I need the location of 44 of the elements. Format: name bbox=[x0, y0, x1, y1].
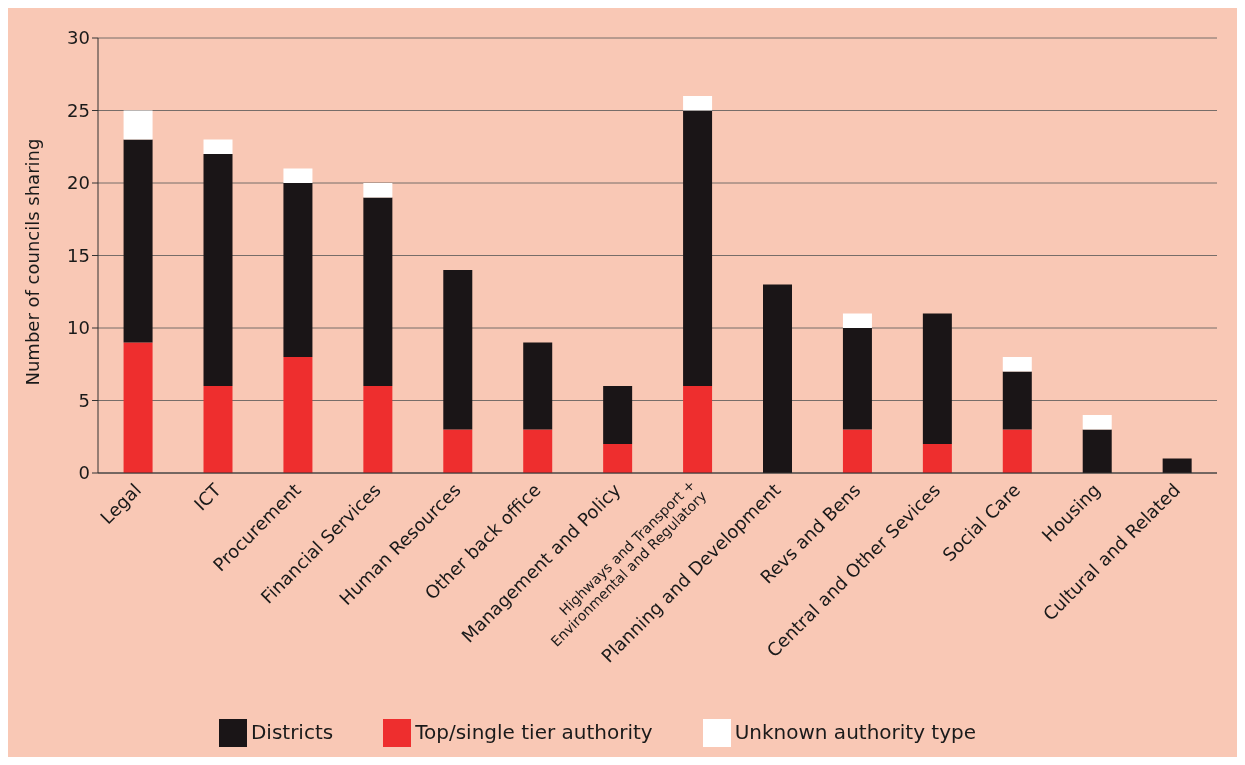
y-tick-label: 25 bbox=[67, 99, 90, 121]
bar bbox=[283, 183, 313, 357]
bar bbox=[683, 386, 713, 473]
bar bbox=[363, 386, 393, 473]
bar bbox=[123, 342, 153, 473]
bar bbox=[203, 386, 233, 473]
bar bbox=[842, 328, 872, 430]
bar bbox=[922, 444, 952, 473]
y-tick-label: 10 bbox=[67, 317, 90, 339]
bar bbox=[603, 444, 633, 473]
bar bbox=[283, 168, 313, 183]
bar bbox=[1082, 415, 1112, 430]
bar bbox=[443, 429, 473, 473]
legend-label: Unknown authority type bbox=[734, 719, 977, 744]
bar bbox=[1002, 357, 1032, 372]
bar bbox=[1002, 371, 1032, 430]
bar bbox=[922, 313, 952, 444]
y-tick-label: 30 bbox=[67, 27, 90, 49]
bar bbox=[683, 96, 713, 111]
y-tick-label: 5 bbox=[78, 389, 90, 411]
bar bbox=[683, 110, 713, 386]
bar bbox=[363, 183, 393, 198]
bar bbox=[123, 110, 153, 140]
bar bbox=[1082, 429, 1112, 473]
bar bbox=[763, 284, 793, 473]
bar bbox=[842, 313, 872, 328]
y-tick-label: 0 bbox=[78, 462, 90, 484]
bar bbox=[603, 386, 633, 444]
legend-label: Top/single tier authority bbox=[415, 719, 653, 744]
y-tick-label: 15 bbox=[67, 244, 90, 266]
bar bbox=[842, 429, 872, 473]
bar bbox=[523, 429, 553, 473]
bar bbox=[203, 139, 233, 154]
bar bbox=[1002, 429, 1032, 473]
legend-label: Districts bbox=[250, 719, 334, 744]
bar bbox=[443, 270, 473, 430]
bar bbox=[1162, 458, 1192, 473]
bar bbox=[123, 139, 153, 343]
bar bbox=[523, 342, 553, 430]
bar bbox=[363, 197, 393, 386]
bar bbox=[203, 154, 233, 386]
y-tick-label: 20 bbox=[67, 172, 90, 194]
y-axis-title: Number of councils sharing bbox=[22, 138, 44, 386]
bar bbox=[283, 357, 313, 473]
